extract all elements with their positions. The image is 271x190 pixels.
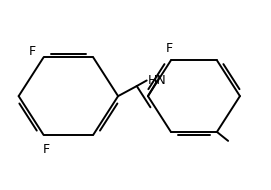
Text: F: F — [29, 45, 36, 58]
Text: HN: HN — [148, 74, 167, 87]
Text: F: F — [166, 41, 173, 55]
Text: F: F — [43, 143, 50, 156]
